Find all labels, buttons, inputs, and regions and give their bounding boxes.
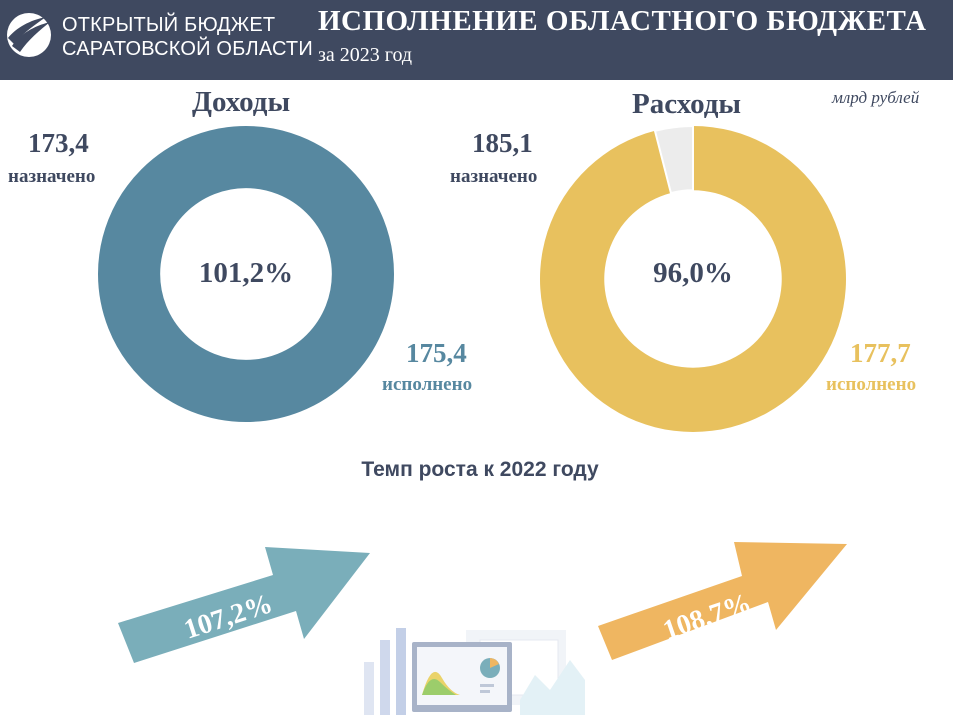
page-subtitle: за 2023 год [318,44,413,66]
income-growth-arrow: 107,2% [118,547,370,663]
donut-completed-segment [540,126,846,432]
brand-line-2: САРАТОВСКОЙ ОБЛАСТИ [62,38,313,60]
income-donut-chart [98,126,394,422]
income-planned-label: назначено [8,166,96,187]
budget-logo-icon [7,13,51,57]
expense-planned-value: 185,1 [472,128,533,158]
donut-remaining-segment [653,124,694,195]
donut-completed-segment [98,126,394,422]
income-actual-label: исполнено [382,374,473,395]
expense-actual-label: исполнено [826,374,917,395]
income-completion-label: 101,2% [198,257,294,289]
expense-donut-chart [540,124,846,432]
header-bar: ОТКРЫТЫЙ БЮДЖЕТ САРАТОВСКОЙ ОБЛАСТИ ИСПО… [0,0,953,80]
income-planned-value: 173,4 [28,128,89,158]
brand-name: ОТКРЫТЫЙ БЮДЖЕТ САРАТОВСКОЙ ОБЛАСТИ [62,13,313,61]
income-actual-value: 175,4 [406,338,467,368]
expense-growth-arrow: 108,7% [598,542,847,660]
growth-title: Темп роста к 2022 году [361,458,599,481]
analytics-illustration [364,628,585,715]
income-heading: Доходы [192,86,291,118]
expense-completion-label: 96,0% [653,257,733,289]
page-title: ИСПОЛНЕНИЕ ОБЛАСТНОГО БЮДЖЕТА [318,5,927,37]
expense-planned-label: назначено [450,166,538,187]
expense-actual-value: 177,7 [850,338,911,368]
expense-heading: Расходы [632,88,742,120]
brand-line-1: ОТКРЫТЫЙ БЮДЖЕТ [62,14,276,36]
unit-label: млрд рублей [832,88,920,107]
